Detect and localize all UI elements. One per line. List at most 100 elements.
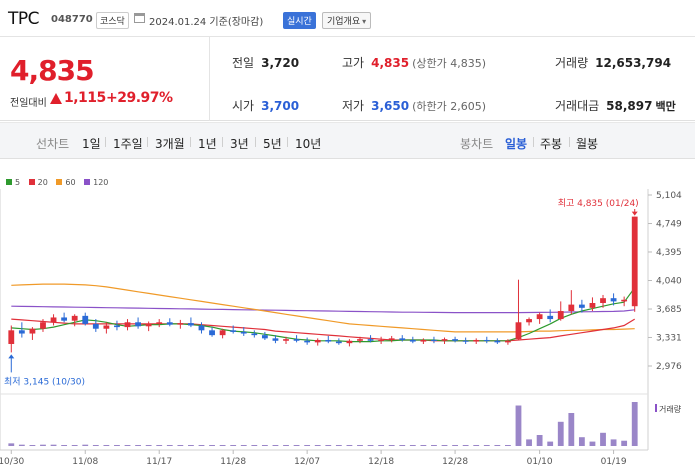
candle-weekly[interactable]: 주봉 <box>540 137 563 151</box>
volume-bar <box>272 445 279 446</box>
company-overview-dropdown[interactable]: 기업개요 ▾ <box>322 12 372 29</box>
ma120-line <box>11 305 635 314</box>
candle-body <box>600 298 606 303</box>
high-arrow-head <box>631 211 638 216</box>
candle-body <box>515 322 522 340</box>
calendar-icon <box>134 13 145 23</box>
volume-bar <box>219 445 226 446</box>
candle-monthly[interactable]: 월봉 <box>576 137 599 151</box>
period-3m[interactable]: 3개월 <box>155 137 185 151</box>
legend-swatch <box>84 179 91 185</box>
high-label: 고가 <box>342 56 365 70</box>
volume-bar <box>198 445 205 446</box>
volume-bar <box>314 445 321 446</box>
period-1d[interactable]: 1일 <box>82 137 101 151</box>
stock-code: 048770 <box>51 14 93 25</box>
prev-close-value: 3,720 <box>261 56 300 70</box>
y-tick-label: 3,685 <box>656 305 682 315</box>
candle-body <box>494 340 501 343</box>
period-5y[interactable]: 5년 <box>263 137 282 151</box>
candle-body <box>314 339 321 343</box>
volume-bar <box>103 445 110 446</box>
open-label: 시가 <box>232 99 255 113</box>
quote-panel: 4,835 전일대비 1,115 +29.97% 전일 3,720 고가 4,835… <box>0 37 695 121</box>
volume-value: 12,653,794 <box>595 56 672 70</box>
candle-body <box>29 328 36 334</box>
x-tick-label: 11/28 <box>220 457 246 467</box>
candle-body <box>293 339 300 341</box>
high-value: 4,835 <box>371 56 410 70</box>
candle-body <box>483 339 490 341</box>
volume-bar <box>409 445 416 446</box>
volume-bar <box>50 444 57 446</box>
candle-body <box>230 330 237 332</box>
candle-body <box>261 335 268 339</box>
volume-bar <box>621 440 628 446</box>
volume-bar <box>304 445 311 446</box>
period-1y[interactable]: 1년 <box>198 137 217 151</box>
amount-value: 58,897 <box>606 99 653 113</box>
chevron-down-icon: ▾ <box>362 17 367 26</box>
volume-bar <box>145 445 152 446</box>
period-3y[interactable]: 3년 <box>230 137 249 151</box>
candle-body <box>71 315 78 321</box>
candle-body <box>441 339 448 341</box>
change-percent: +29.97% <box>106 90 173 106</box>
candle-body <box>18 330 25 334</box>
volume-bar <box>156 445 163 446</box>
x-tick-label: 11/08 <box>72 457 98 467</box>
candle-body <box>145 323 152 327</box>
candle-body <box>335 341 342 344</box>
x-tick-label: 12/07 <box>294 457 320 467</box>
candle-body <box>621 299 628 302</box>
volume-bar <box>346 445 353 446</box>
legend-ma60: 60 <box>56 178 76 187</box>
volume-bar <box>494 445 501 446</box>
low-value: 3,650 <box>371 99 410 113</box>
candle-body <box>547 315 554 320</box>
legend-label: 60 <box>65 178 76 187</box>
volume-bar <box>251 445 258 446</box>
candle-body <box>431 339 437 341</box>
period-1w[interactable]: 1주일 <box>113 137 143 151</box>
divider <box>533 137 534 147</box>
candle-body <box>135 322 141 327</box>
divider <box>190 137 191 147</box>
candle-body <box>61 317 68 321</box>
candle-daily[interactable]: 일봉 <box>505 137 528 151</box>
candle-body <box>240 331 247 334</box>
candle-body <box>568 304 575 312</box>
candle-body <box>357 339 363 341</box>
volume-label: 거래량 <box>659 404 682 414</box>
candle-body <box>473 339 480 342</box>
candlestick-chart[interactable]: 5,104 4,749 4,395 4,040 3,685 3,331 2,976 10/30… <box>0 160 695 473</box>
open-price: 시가 3,700 <box>232 97 299 114</box>
volume-bar <box>378 445 385 446</box>
candle-body <box>188 323 194 326</box>
divider <box>255 137 256 147</box>
x-tick-label: 01/10 <box>527 457 553 467</box>
realtime-button[interactable]: 실시간 <box>283 12 316 29</box>
volume-bar <box>452 445 458 446</box>
volume: 거래량 12,653,794 <box>555 54 671 71</box>
high-annotation: 최고 4,835 (01/24) <box>558 198 639 209</box>
volume-bar <box>357 445 363 446</box>
legend-ma120: 120 <box>84 178 108 187</box>
volume-bar <box>388 445 395 446</box>
divider <box>105 137 106 147</box>
period-10y[interactable]: 10년 <box>295 137 322 151</box>
low-annotation: 최저 3,145 (10/30) <box>4 376 85 387</box>
volume-bar <box>568 413 575 446</box>
current-price: 4,835 <box>10 54 95 87</box>
volume-bar <box>536 435 543 446</box>
ma60-line <box>11 283 635 333</box>
low-price: 저가 3,650 (하한가 2,605) <box>342 97 486 114</box>
candle-body <box>378 339 385 341</box>
volume-bar <box>483 445 490 446</box>
volume-bar <box>420 445 427 446</box>
volume-bar <box>261 445 268 446</box>
low-arrow-head <box>8 354 15 359</box>
volume-bar <box>578 437 585 446</box>
candle-body <box>325 339 332 342</box>
candle-body <box>631 216 638 307</box>
